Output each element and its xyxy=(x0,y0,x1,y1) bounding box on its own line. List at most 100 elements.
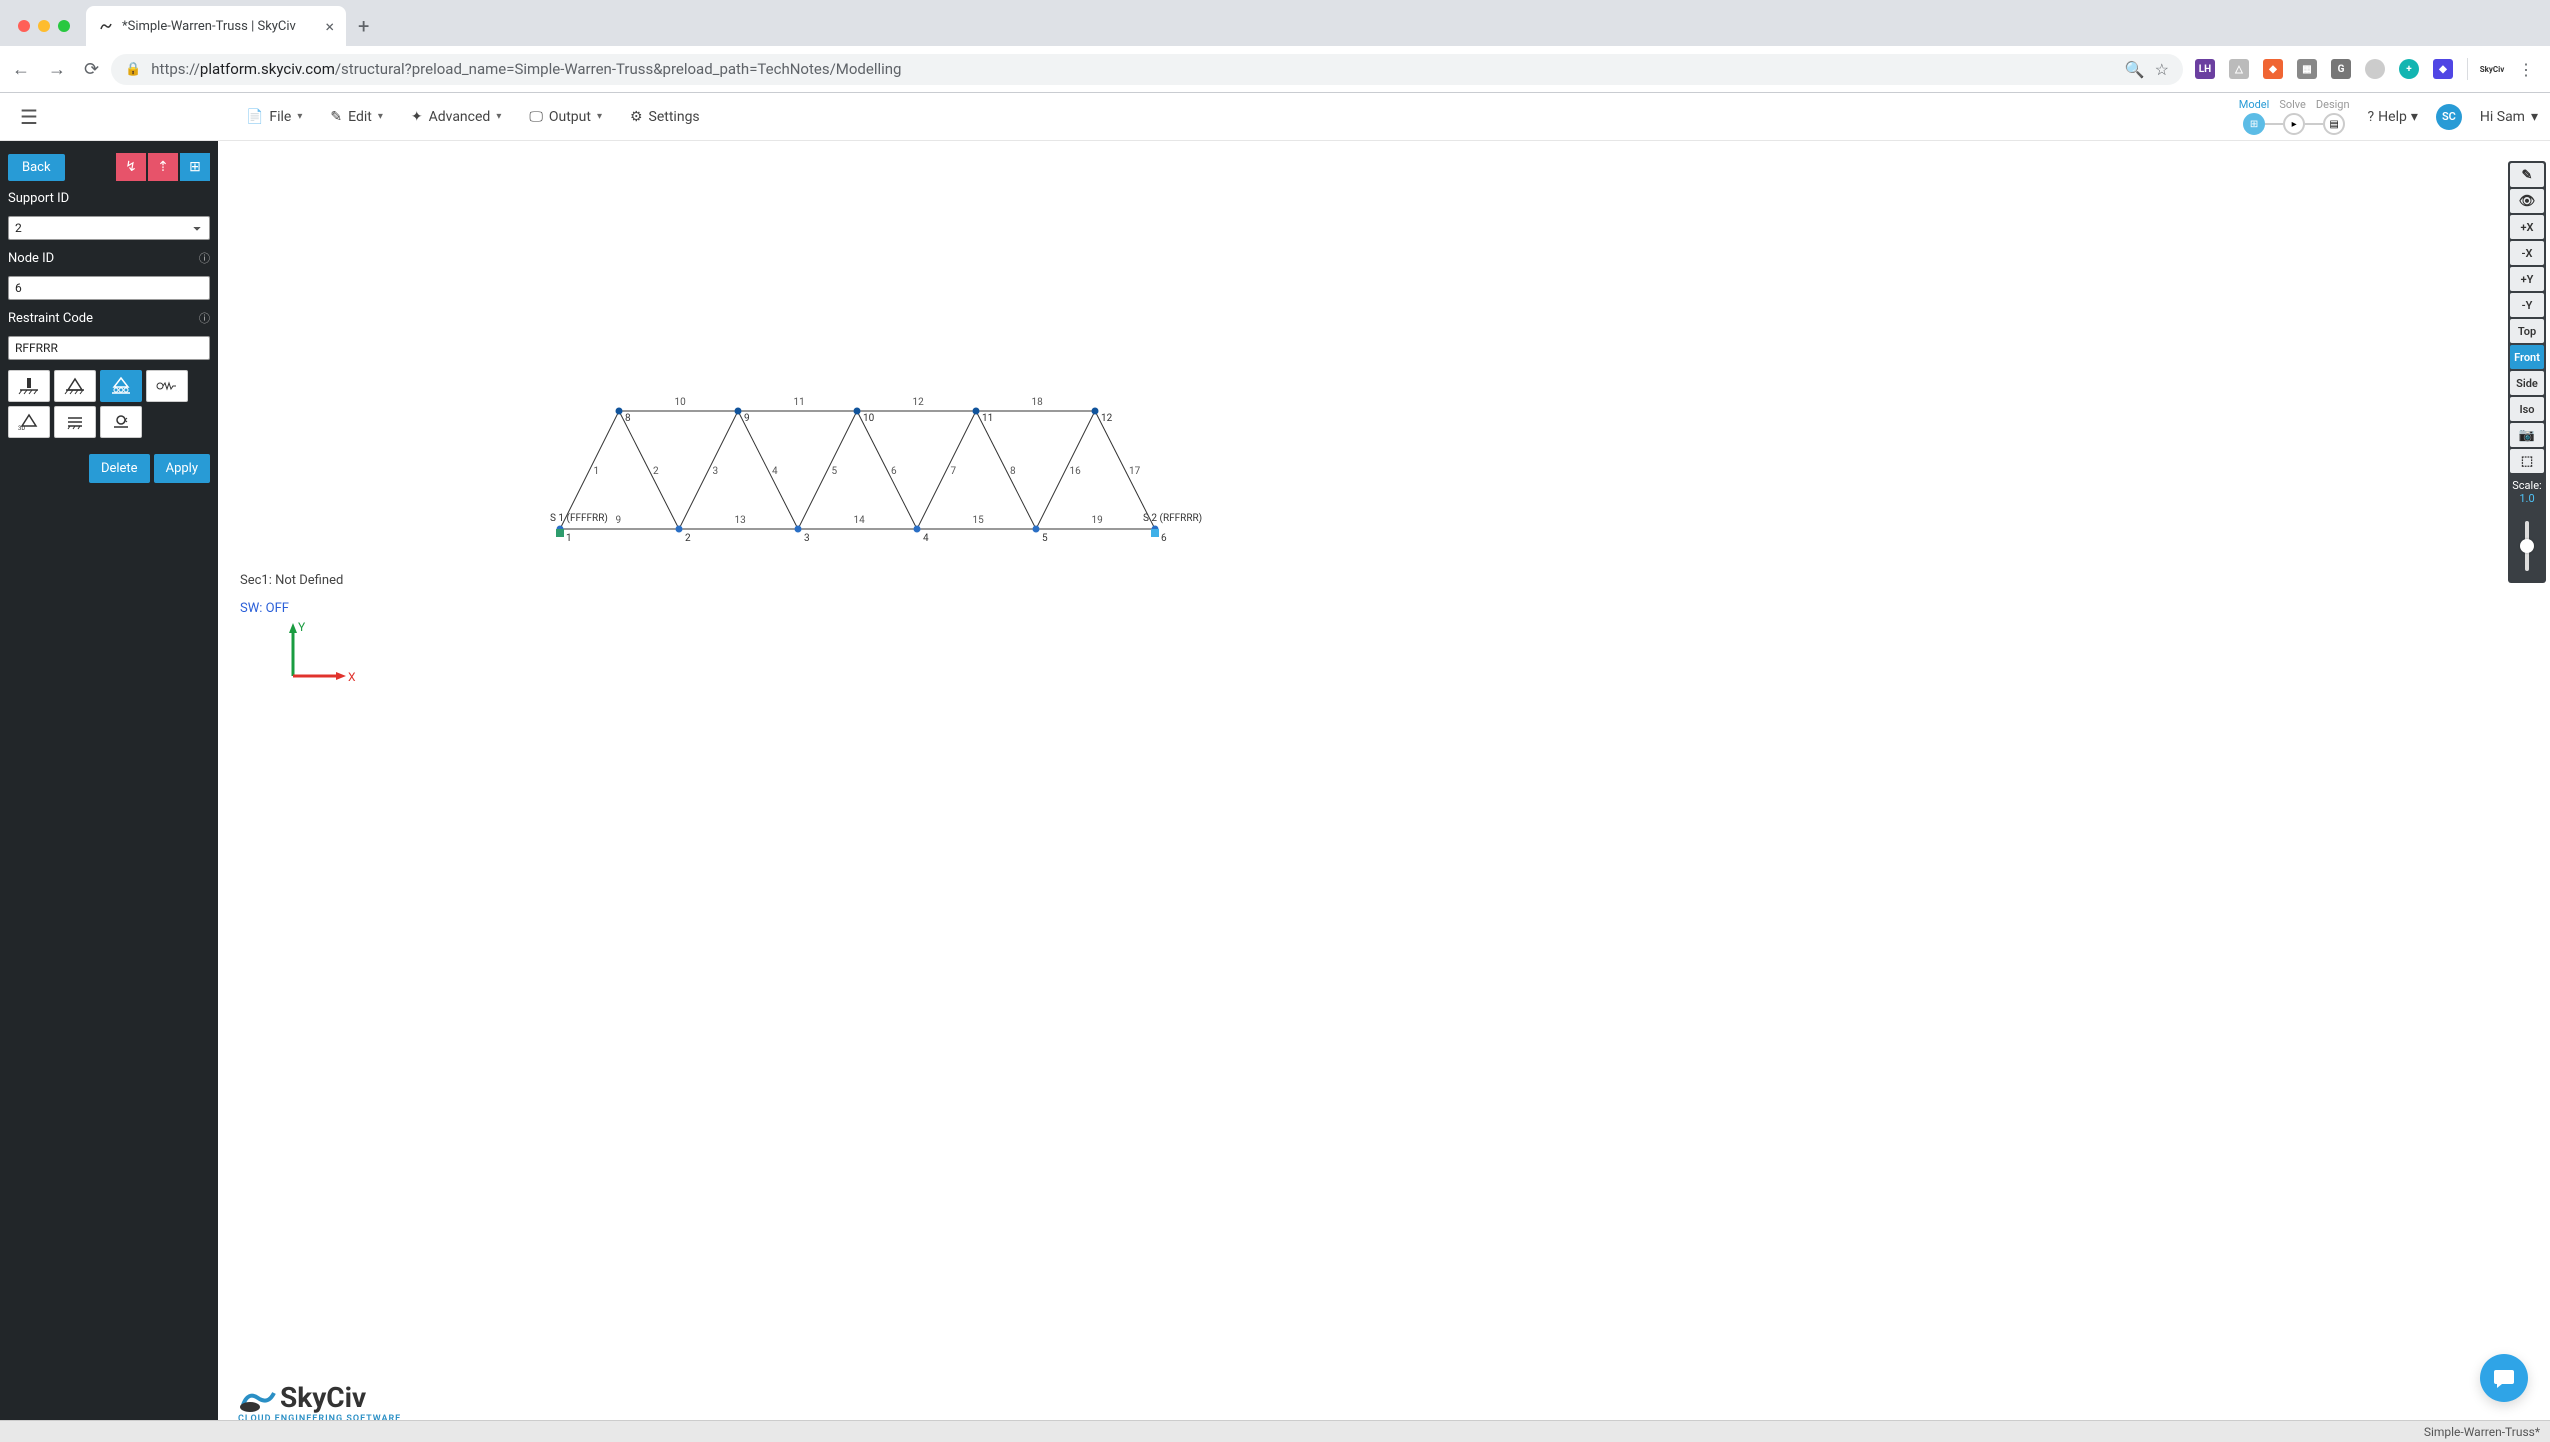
output-icon: 🖵 xyxy=(529,109,543,125)
advanced-icon: ✦ xyxy=(411,109,423,125)
tab-close-icon[interactable]: × xyxy=(325,17,334,36)
support-spring-icon[interactable] xyxy=(146,370,188,402)
delete-button[interactable]: Delete xyxy=(89,454,150,483)
svg-text:8: 8 xyxy=(1010,466,1016,477)
view-iso[interactable]: Iso xyxy=(2510,397,2544,421)
ext-circle-icon[interactable] xyxy=(2365,59,2385,79)
new-tab-button[interactable]: + xyxy=(354,14,373,38)
view-plus-x[interactable]: +X xyxy=(2510,215,2544,239)
y-axis-label: Y xyxy=(298,621,306,634)
msd-design-icon[interactable]: ▤ xyxy=(2323,113,2345,135)
model-solve-design-toggle[interactable]: Model Solve Design ⊞ ▸ ▤ xyxy=(2239,98,2350,135)
reload-icon[interactable]: ⟳ xyxy=(84,59,99,80)
status-filename: Simple-Warren-Truss* xyxy=(2424,1425,2540,1439)
edit-icon: ✎ xyxy=(330,109,342,125)
svg-text:19: 19 xyxy=(1092,515,1103,526)
truss-diagram[interactable]: 1234567816171011121891314151989101112123… xyxy=(218,141,2550,1442)
msd-solve-label: Solve xyxy=(2279,98,2306,111)
info-icon[interactable]: ⓘ xyxy=(199,250,210,266)
svg-text:1: 1 xyxy=(594,466,600,477)
view-front[interactable]: Front xyxy=(2510,345,2544,369)
view-side[interactable]: Side xyxy=(2510,371,2544,395)
ext-diamond-icon[interactable]: ◆ xyxy=(2433,59,2453,79)
menu-settings[interactable]: ⚙Settings xyxy=(630,109,700,125)
extension-icons: LH △ ◆ ▦ G + ◆ SkyCiv xyxy=(2195,58,2502,80)
support-stack-icon[interactable] xyxy=(54,406,96,438)
info-icon[interactable]: ⓘ xyxy=(199,310,210,326)
menu-output[interactable]: 🖵Output▾ xyxy=(529,109,602,125)
svg-text:6: 6 xyxy=(891,466,897,477)
view-minus-x[interactable]: -X xyxy=(2510,241,2544,265)
support-roller-icon[interactable] xyxy=(100,370,142,402)
eye-icon[interactable]: 👁 xyxy=(2510,189,2544,213)
ext-g-icon[interactable]: G xyxy=(2331,59,2351,79)
restraint-code-label: Restraint Codeⓘ xyxy=(8,310,210,326)
more-menu-icon[interactable]: ⋮ xyxy=(2514,60,2538,79)
view-plus-y[interactable]: +Y xyxy=(2510,267,2544,291)
grid-icon[interactable]: ⊞ xyxy=(180,153,210,181)
support-rotational-icon[interactable] xyxy=(100,406,142,438)
cube-icon[interactable]: ⬚ xyxy=(2510,449,2544,473)
back-icon[interactable]: ← xyxy=(12,59,30,80)
svg-text:10: 10 xyxy=(863,413,875,424)
ext-skyciv-icon[interactable]: SkyCiv xyxy=(2482,59,2502,79)
menu-advanced[interactable]: ✦Advanced▾ xyxy=(411,109,501,125)
svg-text:13: 13 xyxy=(735,515,746,526)
tab-bar: *Simple-Warren-Truss | SkyCiv × + xyxy=(0,0,2550,46)
menu-help[interactable]: ?Help▾ xyxy=(2368,109,2418,125)
close-window-icon[interactable] xyxy=(18,20,30,32)
user-avatar[interactable]: SC xyxy=(2436,104,2462,130)
svg-text:5: 5 xyxy=(832,466,838,477)
menu-file[interactable]: 📄File▾ xyxy=(246,109,302,125)
ext-lh-icon[interactable]: LH xyxy=(2195,59,2215,79)
support-pinned-icon[interactable] xyxy=(54,370,96,402)
bookmark-icon[interactable]: ☆ xyxy=(2155,60,2169,79)
hamburger-icon[interactable]: ☰ xyxy=(12,105,46,129)
search-in-page-icon[interactable]: 🔍 xyxy=(2125,60,2145,79)
ext-cal-icon[interactable]: ▦ xyxy=(2297,59,2317,79)
restraint-code-input[interactable] xyxy=(8,336,210,360)
person-icon[interactable]: ⇡ xyxy=(148,153,178,181)
app-menu-bar: ☰ 📄File▾ ✎Edit▾ ✦Advanced▾ 🖵Output▾ ⚙Set… xyxy=(0,93,2550,141)
svg-text:2: 2 xyxy=(653,466,659,477)
support-fixed-icon[interactable] xyxy=(8,370,50,402)
ext-teal-icon[interactable]: + xyxy=(2399,59,2419,79)
chat-bubble-icon[interactable] xyxy=(2480,1354,2528,1402)
svg-text:11: 11 xyxy=(794,397,805,408)
forward-icon[interactable]: → xyxy=(48,59,66,80)
lock-icon: 🔒 xyxy=(125,62,141,77)
svg-text:3: 3 xyxy=(713,466,719,477)
menu-edit[interactable]: ✎Edit▾ xyxy=(330,109,382,125)
view-minus-y[interactable]: -Y xyxy=(2510,293,2544,317)
minimize-window-icon[interactable] xyxy=(38,20,50,32)
svg-text:14: 14 xyxy=(854,515,866,526)
window-controls[interactable] xyxy=(10,20,78,32)
svg-text:18: 18 xyxy=(1032,397,1044,408)
svg-text:9: 9 xyxy=(744,413,750,424)
ext-drive-icon[interactable]: △ xyxy=(2229,59,2249,79)
support-id-select[interactable]: 2 xyxy=(8,216,210,240)
canvas-area[interactable]: 1234567816171011121891314151989101112123… xyxy=(218,141,2550,1442)
svg-text:S 2 (RFFRRR): S 2 (RFFRRR) xyxy=(1143,512,1202,524)
svg-text:2: 2 xyxy=(685,533,691,544)
back-button[interactable]: Back xyxy=(8,154,65,181)
support-3d-pin-icon[interactable]: 3D xyxy=(8,406,50,438)
apply-button[interactable]: Apply xyxy=(154,454,210,483)
scale-label: Scale: 1.0 xyxy=(2510,475,2544,509)
view-top[interactable]: Top xyxy=(2510,319,2544,343)
msd-solve-icon[interactable]: ▸ xyxy=(2283,113,2305,135)
node-id-input[interactable] xyxy=(8,276,210,300)
user-greeting[interactable]: Hi Sam▾ xyxy=(2480,109,2538,125)
arrow-icon[interactable]: ↯ xyxy=(116,153,146,181)
pencil-icon[interactable]: ✎ xyxy=(2510,163,2544,187)
browser-tab[interactable]: *Simple-Warren-Truss | SkyCiv × xyxy=(86,6,346,46)
maximize-window-icon[interactable] xyxy=(58,20,70,32)
camera-icon[interactable]: 📷 xyxy=(2510,423,2544,447)
scale-slider[interactable] xyxy=(2510,511,2544,581)
url-box[interactable]: 🔒 https://platform.skyciv.com/structural… xyxy=(111,54,2183,85)
node-id-label: Node IDⓘ xyxy=(8,250,210,266)
svg-text:6: 6 xyxy=(1161,533,1167,544)
ext-fox-icon[interactable]: ◆ xyxy=(2263,59,2283,79)
msd-model-icon[interactable]: ⊞ xyxy=(2243,113,2265,135)
file-icon: 📄 xyxy=(246,109,263,125)
